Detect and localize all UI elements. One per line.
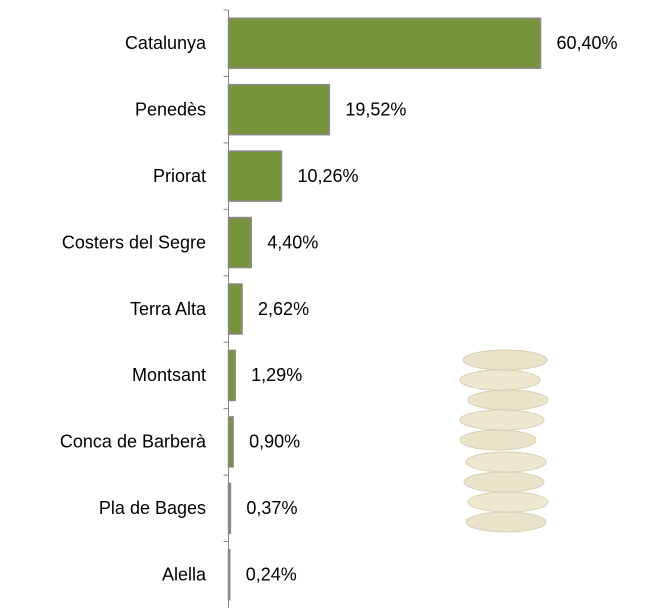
bar (229, 18, 541, 68)
category-label: Pla de Bages (99, 498, 206, 518)
bar (229, 417, 234, 467)
category-label: Catalunya (125, 33, 207, 53)
chart: Catalunya 60,40% Penedès 19,52% Priorat 10,26… (0, 0, 653, 616)
value-label: 4,40% (267, 232, 318, 252)
bar (229, 550, 230, 600)
value-label: 0,24% (246, 565, 297, 585)
bar (229, 218, 252, 268)
bar (229, 85, 330, 135)
category-label: Terra Alta (130, 299, 207, 319)
value-label: 60,40% (557, 33, 618, 53)
category-label: Priorat (153, 166, 206, 186)
category-label: Penedès (135, 99, 206, 119)
value-label: 19,52% (345, 99, 406, 119)
category-label: Conca de Barberà (60, 432, 207, 452)
value-label: 1,29% (251, 365, 302, 385)
value-label: 0,37% (246, 498, 297, 518)
value-label: 0,90% (249, 432, 300, 452)
value-label: 2,62% (258, 299, 309, 319)
value-label: 10,26% (297, 166, 358, 186)
category-label: Montsant (132, 365, 206, 385)
category-label: Costers del Segre (62, 232, 206, 252)
coins-decoration (460, 350, 548, 532)
bar (229, 483, 231, 533)
bar (229, 284, 243, 334)
bar (229, 151, 282, 201)
bar (229, 350, 236, 400)
category-label: Alella (162, 565, 207, 585)
